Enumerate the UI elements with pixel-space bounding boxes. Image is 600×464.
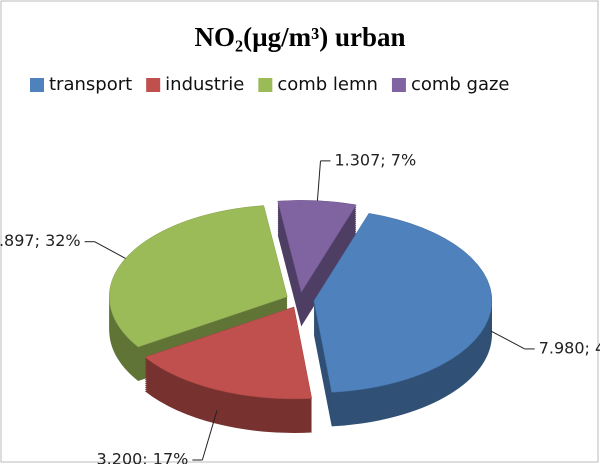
- slice: [109, 205, 288, 348]
- data-label: 5.897; 32%: [0, 231, 81, 250]
- legend-label: industrie: [165, 74, 244, 95]
- legend-label: transport: [49, 74, 132, 95]
- legend-label: comb gaze: [411, 74, 510, 95]
- slice: [313, 213, 493, 393]
- data-label: 3.200; 17%: [97, 449, 189, 464]
- slice: [277, 200, 357, 293]
- legend-swatch: [391, 78, 406, 92]
- leader-line: [316, 160, 321, 201]
- legend-swatch: [30, 78, 44, 92]
- chart-title: NO₂(µg/m³) urban: [194, 22, 405, 52]
- legend-swatch: [146, 78, 161, 92]
- leader-line: [201, 410, 218, 461]
- data-label: 1.307; 7%: [334, 150, 416, 169]
- leader-line: [94, 241, 126, 259]
- legend-swatch: [258, 78, 273, 92]
- data-label: 7.980; 44%: [539, 338, 600, 357]
- slice: [144, 306, 313, 400]
- leader-line: [490, 330, 525, 350]
- legend-label: comb lemn: [277, 74, 378, 95]
